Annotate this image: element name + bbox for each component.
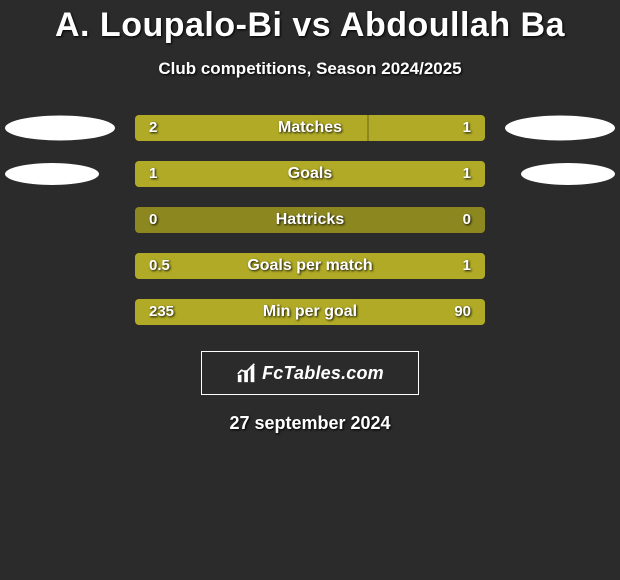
stat-row: 0.51Goals per match (0, 253, 620, 279)
stat-row: 11Goals (0, 161, 620, 187)
bar-chart-icon (236, 362, 258, 384)
stat-bar-left-fill (135, 115, 367, 141)
stat-bar: 21Matches (135, 115, 485, 141)
stat-bar: 0.51Goals per match (135, 253, 485, 279)
logo-text: FcTables.com (262, 363, 384, 384)
stat-value-left: 0 (149, 207, 157, 233)
stat-bar-right-fill (252, 253, 485, 279)
comparison-infographic: A. Loupalo-Bi vs Abdoullah Ba Club compe… (0, 0, 620, 580)
stat-bar: 11Goals (135, 161, 485, 187)
stat-bar-left-fill (135, 161, 310, 187)
stat-bar-right-fill (388, 299, 485, 325)
stat-bar-left-fill (135, 253, 252, 279)
stat-bar-right-fill (310, 161, 485, 187)
stat-bar: 23590Min per goal (135, 299, 485, 325)
player-right-marker (521, 163, 615, 185)
page-title: A. Loupalo-Bi vs Abdoullah Ba (0, 0, 620, 45)
stat-bar-right-fill (369, 115, 485, 141)
stat-row: 0 0Hattricks (0, 207, 620, 233)
player-right-marker (505, 116, 615, 141)
stat-bar-left-fill (135, 299, 388, 325)
page-subtitle: Club competitions, Season 2024/2025 (0, 59, 620, 79)
player-left-marker (5, 116, 115, 141)
stat-label: Hattricks (135, 207, 485, 233)
snapshot-date: 27 september 2024 (0, 413, 620, 434)
stat-bar: 0 0Hattricks (135, 207, 485, 233)
fctables-logo[interactable]: FcTables.com (201, 351, 419, 395)
stat-row: 21Matches (0, 115, 620, 141)
comparison-chart: 21Matches 11Goals 0 0Hattricks 0.51Goals per… (0, 115, 620, 325)
stat-value-right: 0 (463, 207, 471, 233)
stat-row: 23590Min per goal (0, 299, 620, 325)
player-left-marker (5, 163, 99, 185)
